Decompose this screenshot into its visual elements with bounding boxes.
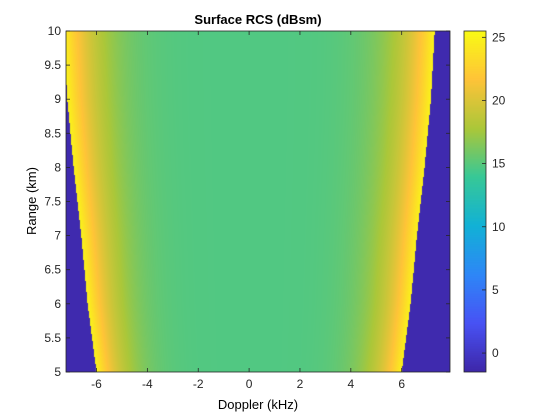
y-tick-label: 8 (54, 160, 61, 174)
y-tick-label: 7 (54, 229, 61, 243)
x-axis-label: Doppler (kHz) (218, 397, 298, 412)
y-axis-label: Range (km) (24, 167, 39, 235)
y-tick-label: 5 (54, 365, 61, 379)
colorbar-tick-label: 0 (492, 346, 499, 360)
y-tick-label: 10 (48, 24, 62, 38)
colorbar-ticks: 0 5 10 15 20 25 (482, 30, 506, 360)
x-tick-label: -4 (142, 377, 153, 391)
colorbar-gradient (464, 31, 486, 372)
x-tick-label: 4 (347, 377, 354, 391)
colorbar-tick-label: 10 (492, 220, 506, 234)
colorbar-tick-label: 20 (492, 93, 506, 107)
plot-area: -6 -4 -2 0 2 4 6 5 5.5 6 6.5 7 7.5 8 8.5 9 9.5 10 (44, 24, 451, 391)
colorbar: 0 5 10 15 20 25 (463, 30, 506, 373)
colorbar-frame (463, 30, 487, 373)
x-tick-label: 6 (398, 377, 405, 391)
watermark: 知乎 @牛斯托洛夫斯坦 (396, 397, 546, 413)
y-tick-label: 9 (54, 92, 61, 106)
chart-title: Surface RCS (dBsm) (194, 12, 321, 27)
y-tick-label: 6 (54, 297, 61, 311)
y-tick-label: 7.5 (44, 195, 61, 209)
x-tick-label: -2 (193, 377, 204, 391)
colorbar-tick-label: 5 (492, 283, 499, 297)
y-tick-label: 8.5 (44, 126, 61, 140)
y-tick-label: 9.5 (44, 58, 61, 72)
y-tick-label: 6.5 (44, 263, 61, 277)
y-axis: 5 5.5 6 6.5 7 7.5 8 8.5 9 9.5 10 (44, 24, 450, 379)
colorbar-tick-label: 25 (492, 30, 506, 44)
heatmap-image (66, 31, 450, 372)
y-tick-label: 5.5 (44, 331, 61, 345)
x-tick-label: -6 (91, 377, 102, 391)
x-axis: -6 -4 -2 0 2 4 6 (91, 31, 405, 391)
colorbar-tick-label: 15 (492, 157, 506, 171)
x-tick-label: 2 (297, 377, 304, 391)
x-tick-label: 0 (246, 377, 253, 391)
